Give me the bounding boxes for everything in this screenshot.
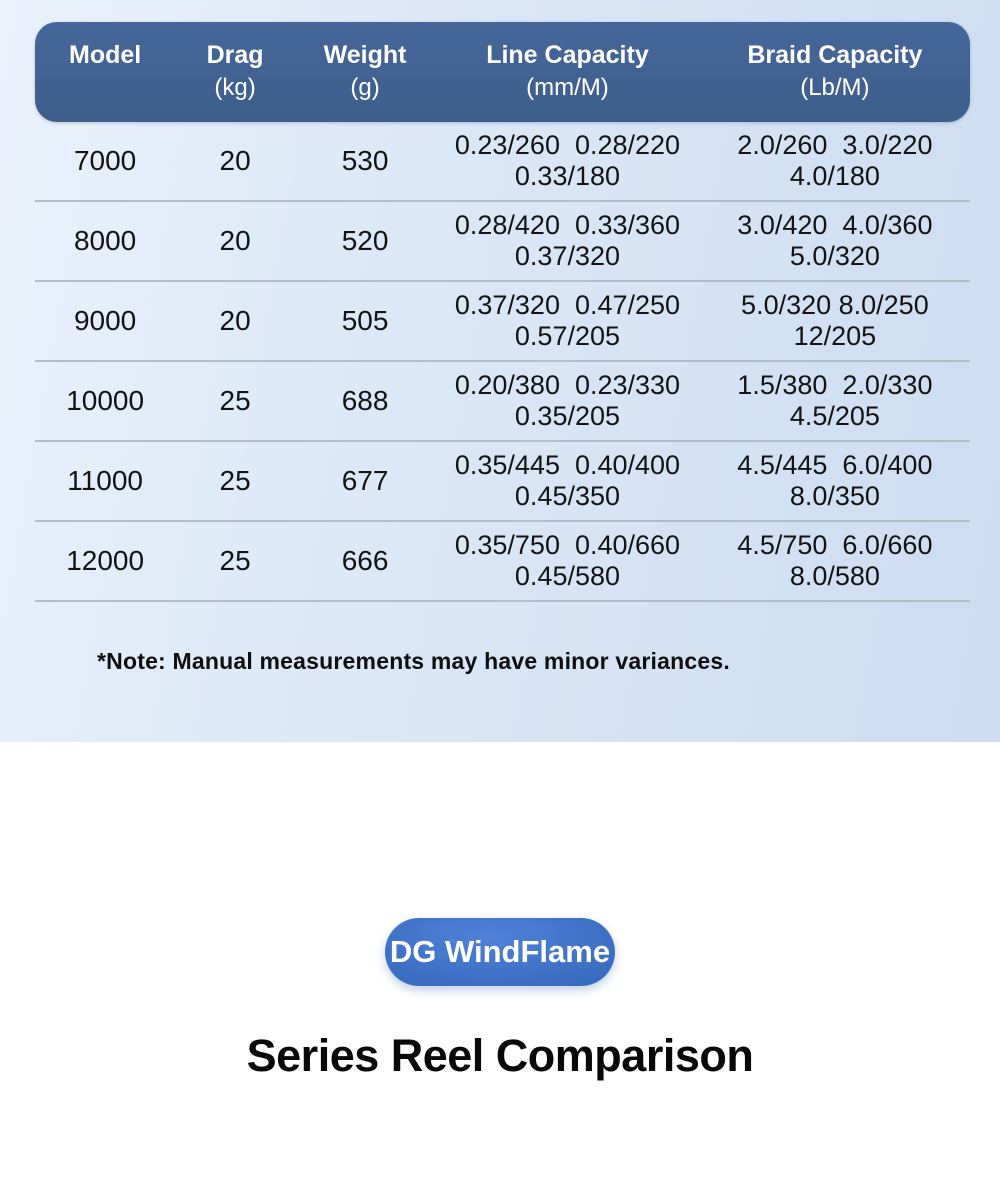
column-header-drag: Drag (kg) (175, 22, 295, 122)
line-capacity-line1: 0.37/320 0.47/250 (454, 290, 681, 320)
drag-cell: 25 (219, 465, 251, 496)
footer-panel: DG WindFlame Series Reel Comparison (0, 742, 1000, 1188)
measurement-note: *Note: Manual measurements may have mino… (97, 648, 730, 674)
line-capacity-line1: 0.28/420 0.33/360 (454, 210, 681, 240)
model-cell: 10000 (66, 385, 145, 416)
braid-capacity-cell: 5.0/320 8.0/250 12/205 (700, 290, 970, 352)
braid-capacity-line2: 8.0/350 (789, 481, 880, 511)
column-label: Drag (206, 41, 264, 69)
column-unit: (g) (350, 74, 380, 101)
model-cell: 7000 (73, 145, 137, 176)
spec-table: Model Drag (kg) Weight (g) Line Capacity… (35, 22, 970, 675)
column-header-weight: Weight (g) (295, 22, 435, 122)
table-row: 12000 25 666 0.35/750 0.40/660 0.45/580 … (35, 522, 970, 602)
line-capacity-cell: 0.37/320 0.47/250 0.57/205 (435, 290, 700, 352)
table-header-row: Model Drag (kg) Weight (g) Line Capacity… (35, 22, 970, 122)
line-capacity-line1: 0.23/260 0.28/220 (454, 130, 681, 160)
drag-cell: 20 (219, 225, 251, 256)
drag-cell: 25 (219, 385, 251, 416)
column-unit: (kg) (214, 74, 256, 101)
line-capacity-line1: 0.35/445 0.40/400 (454, 450, 681, 480)
column-unit: (Lb/M) (800, 74, 870, 101)
column-header-braid-capacity: Braid Capacity (Lb/M) (700, 22, 970, 122)
braid-capacity-line2: 4.0/180 (789, 161, 880, 191)
line-capacity-line2: 0.33/180 (514, 161, 621, 191)
line-capacity-line2: 0.37/320 (514, 241, 621, 271)
column-unit: (mm/M) (526, 74, 609, 101)
table-row: 10000 25 688 0.20/380 0.23/330 0.35/205 … (35, 362, 970, 442)
braid-capacity-line1: 3.0/420 4.0/360 (737, 210, 933, 240)
line-capacity-line2: 0.57/205 (514, 321, 621, 351)
line-capacity-line2: 0.45/350 (514, 481, 621, 511)
braid-capacity-cell: 4.5/445 6.0/400 8.0/350 (700, 450, 970, 512)
column-label: Line Capacity (486, 41, 649, 69)
weight-cell: 505 (341, 305, 389, 336)
braid-capacity-line1: 5.0/320 8.0/250 (741, 290, 929, 320)
braid-capacity-line2: 8.0/580 (789, 561, 880, 591)
braid-capacity-cell: 3.0/420 4.0/360 5.0/320 (700, 210, 970, 272)
line-capacity-line1: 0.35/750 0.40/660 (454, 530, 681, 560)
model-cell: 12000 (66, 545, 145, 576)
table-row: 7000 20 530 0.23/260 0.28/220 0.33/180 2… (35, 122, 970, 202)
line-capacity-cell: 0.35/750 0.40/660 0.45/580 (435, 530, 700, 592)
line-capacity-line2: 0.45/580 (514, 561, 621, 591)
weight-cell: 677 (341, 465, 389, 496)
braid-capacity-line1: 2.0/260 3.0/220 (737, 130, 933, 160)
table-body: 7000 20 530 0.23/260 0.28/220 0.33/180 2… (35, 122, 970, 602)
weight-cell: 520 (341, 225, 389, 256)
braid-capacity-line2: 4.5/205 (789, 401, 880, 431)
braid-capacity-cell: 4.5/750 6.0/660 8.0/580 (700, 530, 970, 592)
braid-capacity-line2: 12/205 (793, 321, 877, 351)
braid-capacity-line2: 5.0/320 (789, 241, 880, 271)
line-capacity-cell: 0.23/260 0.28/220 0.33/180 (435, 130, 700, 192)
braid-capacity-line1: 4.5/750 6.0/660 (737, 530, 933, 560)
model-cell: 11000 (67, 465, 144, 496)
column-header-model: Model (35, 22, 175, 122)
drag-cell: 25 (219, 545, 251, 576)
column-label: Model (69, 41, 142, 69)
line-capacity-line2: 0.35/205 (514, 401, 621, 431)
series-badge: DG WindFlame (385, 918, 615, 986)
weight-cell: 530 (341, 145, 389, 176)
table-row: 8000 20 520 0.28/420 0.33/360 0.37/320 3… (35, 202, 970, 282)
weight-cell: 688 (341, 385, 389, 416)
drag-cell: 20 (219, 305, 251, 336)
table-row: 11000 25 677 0.35/445 0.40/400 0.45/350 … (35, 442, 970, 522)
braid-capacity-cell: 1.5/380 2.0/330 4.5/205 (700, 370, 970, 432)
weight-cell: 666 (341, 545, 389, 576)
line-capacity-cell: 0.35/445 0.40/400 0.45/350 (435, 450, 700, 512)
model-cell: 9000 (73, 305, 137, 336)
column-label: Braid Capacity (747, 41, 923, 69)
table-row: 9000 20 505 0.37/320 0.47/250 0.57/205 5… (35, 282, 970, 362)
line-capacity-cell: 0.28/420 0.33/360 0.37/320 (435, 210, 700, 272)
braid-capacity-line1: 4.5/445 6.0/400 (737, 450, 933, 480)
column-header-line-capacity: Line Capacity (mm/M) (435, 22, 700, 122)
page-title: Series Reel Comparison (246, 1030, 754, 1081)
drag-cell: 20 (219, 145, 251, 176)
braid-capacity-line1: 1.5/380 2.0/330 (737, 370, 933, 400)
table-background-panel: Model Drag (kg) Weight (g) Line Capacity… (0, 0, 1000, 742)
line-capacity-line1: 0.20/380 0.23/330 (454, 370, 681, 400)
column-label: Weight (323, 41, 407, 69)
model-cell: 8000 (73, 225, 137, 256)
line-capacity-cell: 0.20/380 0.23/330 0.35/205 (435, 370, 700, 432)
braid-capacity-cell: 2.0/260 3.0/220 4.0/180 (700, 130, 970, 192)
